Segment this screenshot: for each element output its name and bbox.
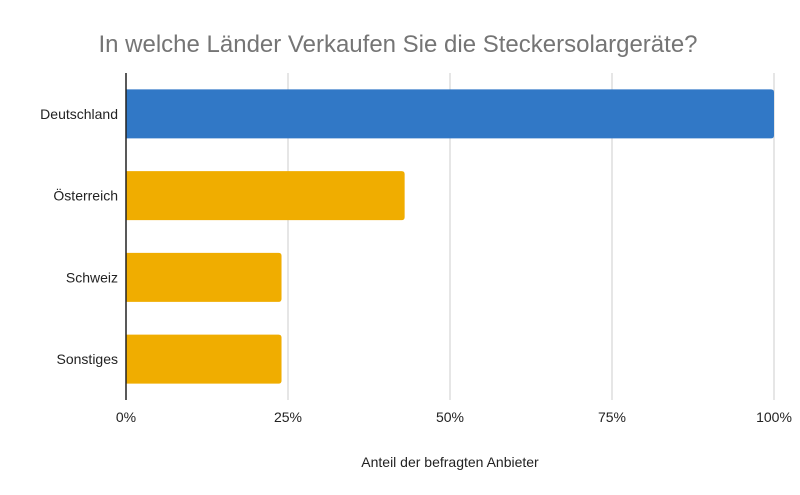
chart-title: In welche Länder Verkaufen Sie die Steck… bbox=[98, 31, 697, 58]
x-tick-labels: 0% 25% 50% 75% 100% bbox=[116, 409, 792, 425]
category-label: Österreich bbox=[53, 187, 118, 204]
x-axis-title: Anteil der befragten Anbieter bbox=[361, 454, 539, 470]
bar-sonstiges bbox=[126, 334, 282, 384]
category-labels: Deutschland Österreich Schweiz Sonstiges bbox=[40, 106, 118, 367]
category-label: Schweiz bbox=[66, 269, 118, 285]
bar-schweiz bbox=[126, 252, 282, 302]
category-label: Deutschland bbox=[40, 106, 118, 122]
x-tick-label: 0% bbox=[116, 409, 136, 425]
x-tick-label: 25% bbox=[274, 409, 302, 425]
bars bbox=[126, 89, 774, 384]
bar--sterreich bbox=[126, 171, 405, 221]
x-tick-label: 75% bbox=[598, 409, 626, 425]
x-tick-label: 50% bbox=[436, 409, 464, 425]
bar-deutschland bbox=[126, 89, 774, 139]
category-label: Sonstiges bbox=[57, 351, 118, 367]
x-tick-label: 100% bbox=[756, 409, 792, 425]
